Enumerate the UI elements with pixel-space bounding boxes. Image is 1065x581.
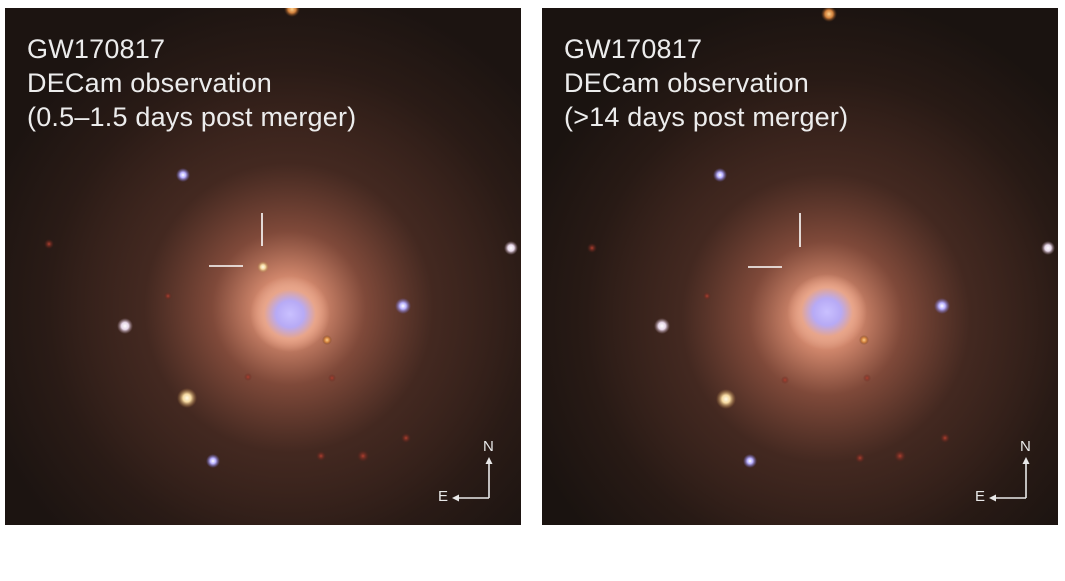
panel-caption: GW170817 DECam observation (>14 days pos… [564,32,848,134]
compass-north-label: N [1020,438,1031,455]
star [176,168,190,182]
star [164,292,172,300]
caption-line: GW170817 [564,34,703,64]
star [284,8,300,17]
star [894,450,906,462]
star [316,451,326,461]
star [855,453,865,463]
compass-rose: N E [972,436,1042,516]
sky-image [542,8,1058,525]
galaxy-halo [542,8,1058,525]
star [743,454,757,468]
star [713,168,727,182]
star [395,298,411,314]
star [357,450,369,462]
compass-arrows-icon [989,457,1030,502]
star [703,292,711,300]
star [401,433,411,443]
star [117,318,133,334]
star [654,318,670,334]
star [587,243,597,253]
sky-image [5,8,521,525]
star [177,388,197,408]
star [328,374,336,382]
caption-line: DECam observation [27,68,273,98]
star [821,8,837,22]
caption-line: (>14 days post merger) [564,102,849,132]
star [934,298,950,314]
compass-east-label: E [975,488,986,505]
compass-rose: N E [435,436,505,516]
compass-north-label: N [483,438,494,455]
host-galaxy-core [787,274,867,350]
panel-caption: GW170817 DECam observation (0.5–1.5 days… [27,32,356,134]
image-panel-early: GW170817 DECam observation (0.5–1.5 days… [5,8,521,525]
star [44,239,54,249]
star [781,376,789,384]
star [940,433,950,443]
caption-line: GW170817 [27,34,166,64]
star [863,374,871,382]
star [1041,241,1055,255]
star [322,335,332,345]
star [244,373,252,381]
compass-east-label: E [438,488,449,505]
star [206,454,220,468]
transient-source [257,261,269,273]
star [504,241,518,255]
star [716,389,736,409]
caption-line: DECam observation [564,68,810,98]
compass-arrows-icon [452,457,493,502]
star [859,335,869,345]
host-galaxy-core [250,276,330,352]
caption-line: (0.5–1.5 days post merger) [27,102,357,132]
image-panel-late: GW170817 DECam observation (>14 days pos… [542,8,1058,525]
